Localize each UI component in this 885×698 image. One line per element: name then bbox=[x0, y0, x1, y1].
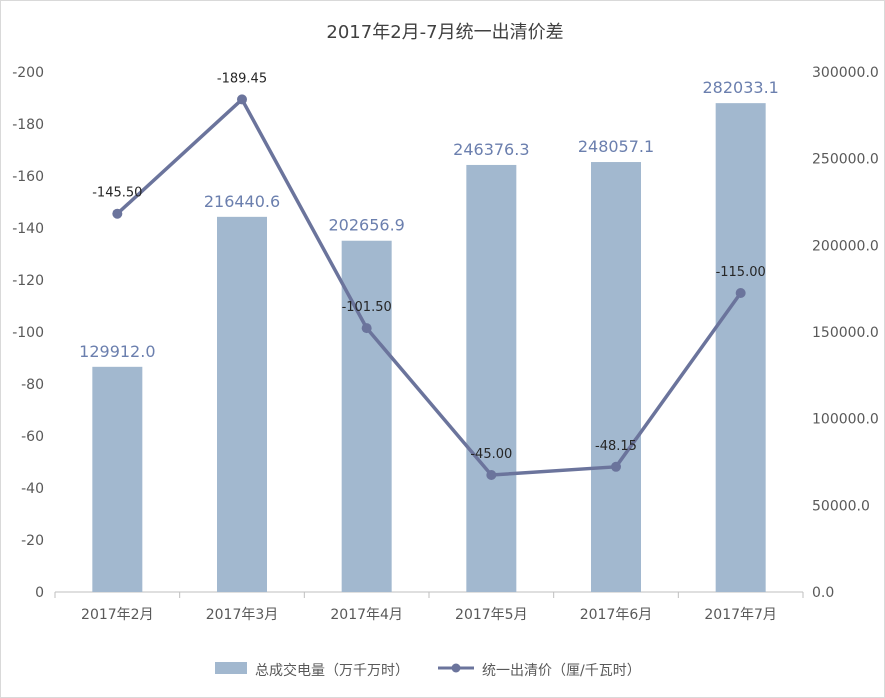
bar-value-label: 248057.1 bbox=[578, 137, 654, 156]
bar-value-label: 129912.0 bbox=[79, 342, 155, 361]
legend: 总成交电量（万千万时） 统一出清价（厘/千瓦时） bbox=[215, 662, 641, 679]
price-point bbox=[735, 288, 746, 298]
left-y-tick-label: -60 bbox=[21, 429, 44, 445]
bar-value-label: 202656.9 bbox=[328, 216, 404, 235]
price-point bbox=[611, 461, 621, 472]
chart-title: 2017年2月-7月统一出清价差 bbox=[326, 22, 563, 43]
bar bbox=[217, 216, 267, 592]
x-tick-label: 2017年3月 bbox=[206, 607, 279, 623]
x-tick-label: 2017年2月 bbox=[81, 607, 154, 623]
price-line bbox=[116, 97, 743, 477]
left-y-tick-label: -140 bbox=[12, 221, 44, 237]
left-y-tick-label: -20 bbox=[21, 533, 44, 549]
right-y-tick-label: 250000.0 bbox=[812, 152, 879, 168]
price-point bbox=[361, 323, 372, 334]
bar-value-label: 216440.6 bbox=[204, 192, 280, 211]
left-y-tick-label: 0 bbox=[35, 585, 44, 601]
right-y-tick-label: 150000.0 bbox=[812, 325, 879, 341]
right-y-tick-label: 300000.0 bbox=[812, 65, 879, 81]
x-tick-label: 2017年7月 bbox=[704, 607, 777, 623]
bar bbox=[466, 164, 517, 592]
axes-layer: 2017年2月 2017年3月 2017年4月 2017年5月 2017年6月 2017年… bbox=[12, 65, 879, 623]
labels-layer: 129912.0 216440.6 202656.9 246376.3 248057.1… bbox=[79, 71, 779, 462]
legend-bar-swatch bbox=[215, 662, 247, 674]
left-y-tick-label: -100 bbox=[12, 325, 44, 341]
bar bbox=[715, 103, 766, 592]
price-point bbox=[112, 208, 123, 219]
price-value-label: -189.45 bbox=[217, 71, 267, 86]
left-y-tick-label: -160 bbox=[12, 169, 44, 185]
right-y-tick-label: 50000.0 bbox=[812, 498, 870, 514]
bar-value-label: 282033.1 bbox=[702, 78, 778, 97]
left-y-tick-label: -120 bbox=[12, 273, 44, 289]
legend-line-label: 统一出清价（厘/千瓦时） bbox=[482, 663, 641, 679]
left-y-tick-label: -40 bbox=[21, 481, 44, 497]
bar bbox=[92, 366, 143, 592]
right-y-tick-label: 100000.0 bbox=[812, 412, 879, 428]
x-tick-label: 2017年4月 bbox=[330, 607, 403, 623]
price-value-label: -45.00 bbox=[470, 447, 512, 462]
x-tick-label: 2017年5月 bbox=[455, 607, 528, 623]
price-point bbox=[237, 94, 247, 105]
line-layer bbox=[112, 94, 746, 480]
left-y-tick-label: -200 bbox=[12, 65, 44, 81]
price-value-label: -115.00 bbox=[716, 265, 766, 280]
left-y-tick-label: -80 bbox=[21, 377, 44, 393]
price-value-label: -101.50 bbox=[342, 300, 392, 315]
price-value-label: -145.50 bbox=[92, 186, 142, 201]
bar bbox=[591, 162, 641, 592]
right-y-tick-label: 0.0 bbox=[812, 585, 834, 601]
left-y-tick-label: -180 bbox=[12, 117, 44, 133]
legend-bar-label: 总成交电量（万千万时） bbox=[255, 662, 409, 679]
price-value-label: -48.15 bbox=[595, 439, 637, 454]
bar-value-label: 246376.3 bbox=[453, 140, 529, 159]
x-tick-label: 2017年6月 bbox=[580, 607, 653, 623]
legend-line-marker bbox=[451, 663, 461, 673]
bars-layer bbox=[92, 103, 766, 593]
price-point bbox=[486, 470, 497, 480]
right-y-tick-label: 200000.0 bbox=[812, 238, 879, 254]
